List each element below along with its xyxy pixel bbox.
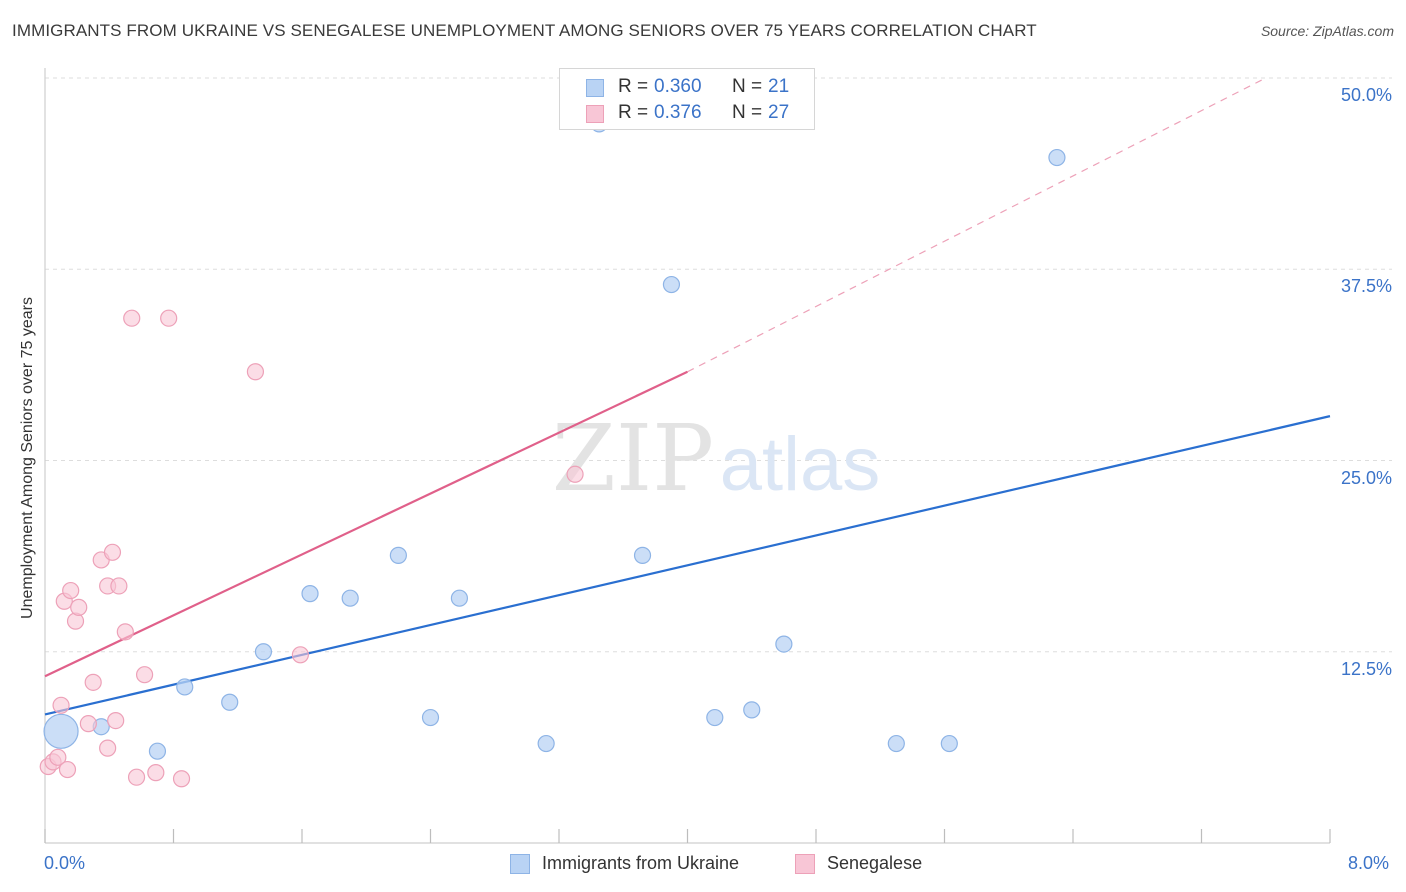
legend-n-value-ukraine: 21 <box>768 76 790 97</box>
senegalese-trend-extension <box>687 77 1267 373</box>
ukraine-point <box>421 708 440 727</box>
y-tick-label: 25.0% <box>1340 467 1392 488</box>
chart-title: IMMIGRANTS FROM UKRAINE VS SENEGALESE UN… <box>12 21 1037 40</box>
ukraine-point <box>706 708 724 727</box>
watermark-zip: ZIP <box>552 405 714 512</box>
senegalese-point <box>566 465 584 483</box>
senegalese-point <box>79 715 97 733</box>
chart-source: Source: ZipAtlas.com <box>1260 23 1394 39</box>
senegalese-trend-line <box>44 370 688 678</box>
ukraine-point <box>450 589 469 607</box>
data-points <box>39 115 1066 788</box>
ukraine-point <box>887 734 905 753</box>
correlation-legend: R = 0.360 N = 21 R = 0.376 N = 27 <box>559 68 815 130</box>
legend-r-label: R = <box>618 76 649 97</box>
senegalese-point <box>52 696 70 714</box>
senegalese-point <box>135 666 154 684</box>
senegalese-point <box>70 598 88 616</box>
legend-r-label: R = <box>618 102 649 123</box>
y-tick-label: 12.5% <box>1340 658 1392 679</box>
ukraine-point <box>254 643 273 661</box>
legend-swatch-ukraine <box>586 79 604 97</box>
senegalese-point <box>62 581 80 600</box>
legend-n-label: N = <box>732 102 763 123</box>
legend-swatch-senegalese <box>586 105 604 123</box>
senegalese-point <box>160 309 178 327</box>
y-tick-label: 50.0% <box>1340 85 1392 105</box>
senegalese-point <box>84 673 102 691</box>
senegalese-point <box>99 739 117 757</box>
ukraine-point <box>341 589 359 607</box>
ukraine-point <box>940 734 958 753</box>
x-tick-label-min: 0.0% <box>44 853 86 873</box>
senegalese-point <box>116 623 134 641</box>
senegalese-point <box>107 711 125 730</box>
bottom-legend-label-senegalese: Senegalese <box>827 853 923 873</box>
bottom-legend-swatch-ukraine <box>510 854 530 874</box>
ukraine-point <box>537 734 555 753</box>
ukraine-point <box>43 713 79 749</box>
senegalese-point <box>110 577 128 595</box>
ukraine-point <box>775 635 793 653</box>
y-tick-label: 37.5% <box>1340 276 1392 297</box>
senegalese-point <box>246 363 265 381</box>
watermark-atlas: atlas <box>720 422 881 507</box>
ukraine-point <box>148 742 167 760</box>
senegalese-point <box>123 309 141 327</box>
bottom-legend-swatch-senegalese <box>795 854 815 874</box>
legend-n-value-senegalese: 27 <box>768 102 790 123</box>
ukraine-point <box>301 585 319 603</box>
senegalese-point <box>49 748 67 766</box>
x-tick-label-max: 8.0% <box>1348 853 1390 873</box>
grid-lines <box>45 77 1392 653</box>
legend-n-label: N = <box>732 76 763 97</box>
senegalese-point <box>103 543 122 561</box>
ukraine-point <box>743 701 761 719</box>
ukraine-point <box>633 546 652 564</box>
ukraine-point <box>176 678 194 696</box>
legend-r-value-ukraine: 0.360 <box>654 76 702 97</box>
senegalese-point <box>147 764 165 782</box>
senegalese-point <box>291 646 309 664</box>
legend-r-value-senegalese: 0.376 <box>654 102 702 123</box>
watermark: ZIP atlas <box>552 405 880 512</box>
ukraine-point <box>662 275 681 294</box>
senegalese-point <box>172 770 191 788</box>
ukraine-trend-line <box>44 415 1331 716</box>
senegalese-point <box>127 768 146 786</box>
ukraine-point <box>221 693 239 711</box>
ukraine-point <box>389 546 407 564</box>
trend-lines <box>44 77 1331 716</box>
ukraine-point <box>1048 148 1066 167</box>
senegalese-point <box>58 760 77 779</box>
bottom-legend-label-ukraine: Immigrants from Ukraine <box>542 853 740 873</box>
